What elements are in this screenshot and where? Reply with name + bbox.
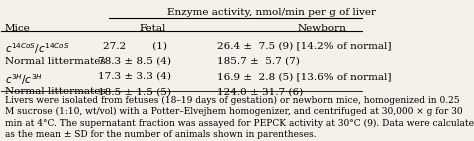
Text: 16.9 ±  2.8 (5) [13.6% of normal]: 16.9 ± 2.8 (5) [13.6% of normal] <box>218 72 392 81</box>
Text: 17.3 ± 3.3 (4): 17.3 ± 3.3 (4) <box>98 72 171 81</box>
Text: 78.3 ± 8.5 (4): 78.3 ± 8.5 (4) <box>98 57 171 66</box>
Text: Fetal: Fetal <box>139 24 166 33</box>
Text: Enzyme activity, nmol/min per g of liver: Enzyme activity, nmol/min per g of liver <box>167 8 376 17</box>
Text: as the mean ± SD for the number of animals shown in parentheses.: as the mean ± SD for the number of anima… <box>5 130 317 139</box>
Text: $c^{14CoS}/c^{14CoS}$: $c^{14CoS}/c^{14CoS}$ <box>5 41 70 56</box>
Text: Newborn: Newborn <box>298 24 346 33</box>
Text: 124.0 ± 31.7 (6): 124.0 ± 31.7 (6) <box>218 87 304 96</box>
Text: Normal littermates: Normal littermates <box>5 87 106 96</box>
Text: min at 4°C. The supernatant fraction was assayed for PEPCK activity at 30°C (9).: min at 4°C. The supernatant fraction was… <box>5 118 474 128</box>
Text: 18.5 ± 1.5 (5): 18.5 ± 1.5 (5) <box>98 87 171 96</box>
Text: $c^{3H}/c^{3H}$: $c^{3H}/c^{3H}$ <box>5 72 43 87</box>
Text: 26.4 ±  7.5 (9) [14.2% of normal]: 26.4 ± 7.5 (9) [14.2% of normal] <box>218 41 392 50</box>
Text: Normal littermates: Normal littermates <box>5 57 106 66</box>
Text: M sucrose (1:10, wt/vol) with a Potter–Elvejhem homogenizer, and centrifuged at : M sucrose (1:10, wt/vol) with a Potter–E… <box>5 107 463 116</box>
Text: 185.7 ±  5.7 (7): 185.7 ± 5.7 (7) <box>218 57 301 66</box>
Text: Livers were isolated from fetuses (18–19 days of gestation) or newborn mice, hom: Livers were isolated from fetuses (18–19… <box>5 96 460 105</box>
Text: Mice: Mice <box>5 24 31 33</box>
Text: 27.2        (1): 27.2 (1) <box>103 41 167 50</box>
